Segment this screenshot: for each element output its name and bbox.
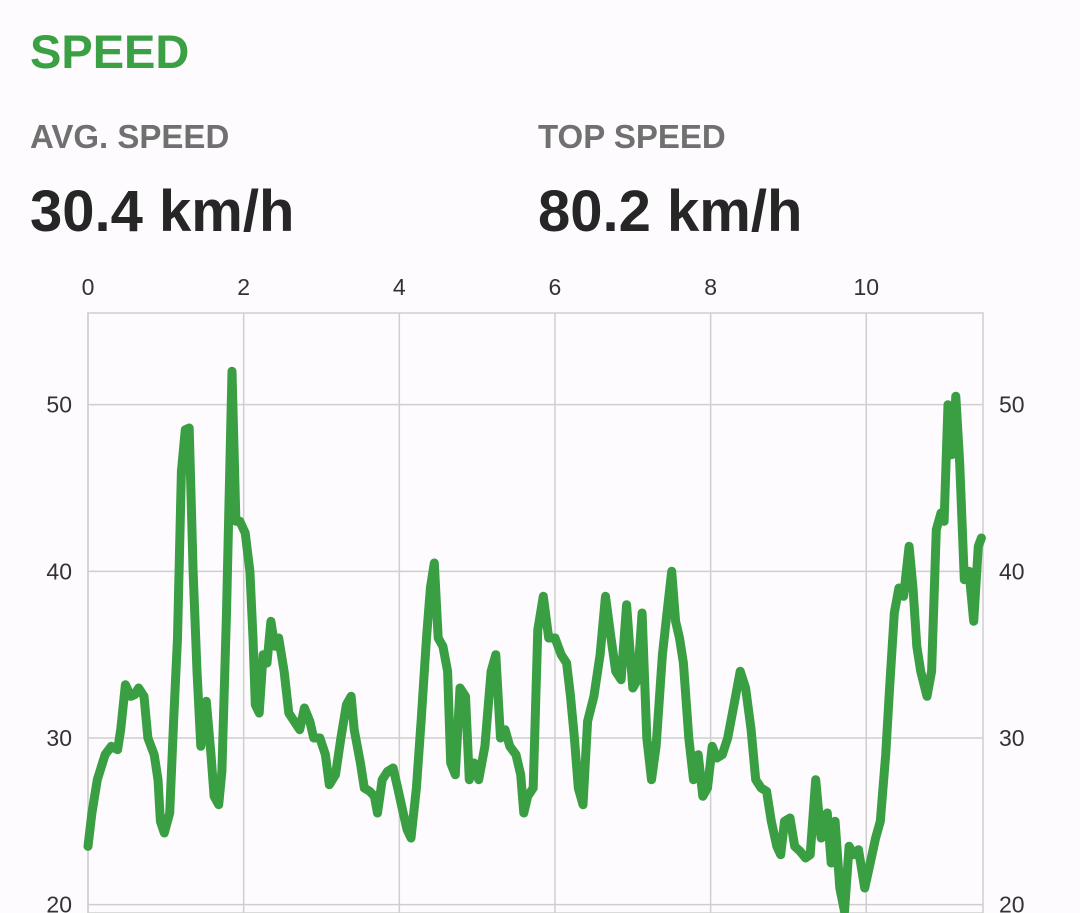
x-tick-label: 2 (237, 274, 250, 300)
y-tick-label-right: 30 (999, 725, 1025, 751)
section-title: SPEED (30, 25, 190, 78)
x-tick-label: 4 (393, 274, 406, 300)
y-tick-label-left: 50 (46, 392, 72, 418)
top-speed-value: 80.2 km/h (538, 179, 803, 244)
speed-chart: 0 2 4 6 8 10 20 20 30 30 40 40 50 50 (46, 274, 1025, 913)
y-tick-label-left: 30 (46, 725, 72, 751)
series-layer (83, 366, 986, 913)
avg-speed-stat: AVG. SPEED 30.4 km/h (30, 118, 294, 245)
x-tick-label: 10 (853, 274, 879, 300)
speed-series-line (83, 366, 986, 913)
y-tick-label-left: 40 (46, 558, 72, 584)
y-tick-label-right: 50 (999, 392, 1025, 418)
top-speed-stat: TOP SPEED 80.2 km/h (538, 118, 802, 245)
axis-tick-labels: 0 2 4 6 8 10 20 20 30 30 40 40 50 50 (46, 274, 1024, 913)
x-tick-label: 6 (549, 274, 562, 300)
avg-speed-label: AVG. SPEED (30, 118, 230, 155)
x-tick-label: 0 (82, 274, 95, 300)
x-tick-label: 8 (704, 274, 717, 300)
y-tick-label-left: 20 (46, 892, 72, 913)
avg-speed-value: 30.4 km/h (30, 179, 295, 244)
y-tick-label-right: 20 (999, 892, 1025, 913)
y-tick-label-right: 40 (999, 558, 1025, 584)
top-speed-label: TOP SPEED (538, 118, 726, 155)
